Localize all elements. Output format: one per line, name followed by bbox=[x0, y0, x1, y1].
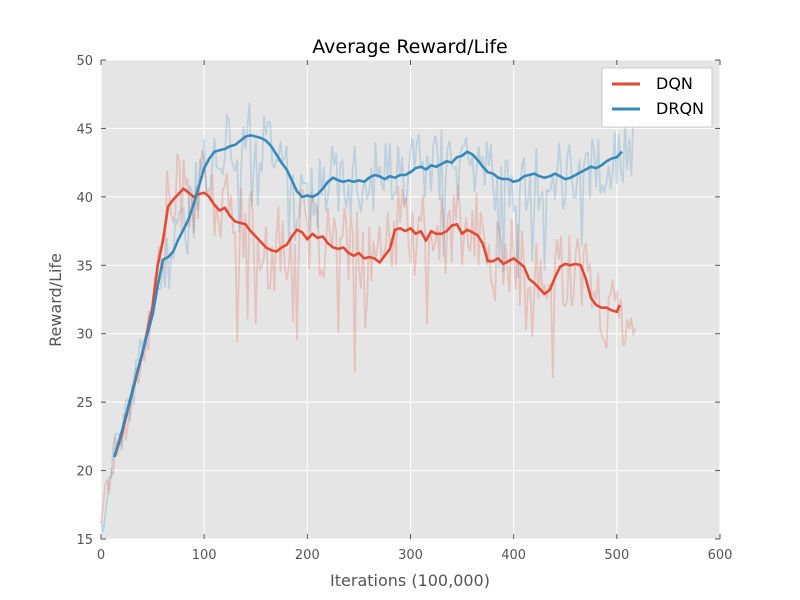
x-axis-label: Iterations (100,000) bbox=[330, 571, 490, 590]
series-line-drqn bbox=[113, 134, 623, 458]
y-tick-label: 25 bbox=[76, 396, 93, 411]
y-tick-label: 30 bbox=[76, 328, 93, 343]
series-line-dqn bbox=[113, 187, 622, 458]
legend-box bbox=[601, 67, 713, 128]
x-tick-label: 400 bbox=[501, 548, 526, 563]
y-tick-label: 20 bbox=[76, 465, 93, 480]
legend-label-drqn: DRQN bbox=[656, 99, 704, 118]
x-tick-labels: 0 100 200 300 400 500 600 bbox=[97, 548, 733, 563]
x-tick-label: 500 bbox=[604, 548, 629, 563]
x-tick-label: 0 bbox=[97, 548, 105, 563]
smoothed-series-group bbox=[113, 134, 623, 458]
y-tick-label: 35 bbox=[76, 259, 93, 274]
x-tick-label: 300 bbox=[398, 548, 423, 563]
raw-series-line-dqn bbox=[100, 149, 637, 524]
x-tick-label: 600 bbox=[708, 548, 733, 563]
chart-title: Average Reward/Life bbox=[312, 36, 507, 58]
x-tick-label: 100 bbox=[192, 548, 217, 563]
y-axis-label: Reward/Life bbox=[46, 253, 65, 347]
y-tick-label: 50 bbox=[76, 54, 93, 69]
raw-series-group bbox=[100, 102, 637, 533]
y-tick-label: 15 bbox=[76, 533, 93, 548]
legend: DQN DRQN bbox=[601, 67, 713, 128]
y-tick-label: 40 bbox=[76, 191, 93, 206]
y-tick-label: 45 bbox=[76, 122, 93, 137]
legend-label-dqn: DQN bbox=[656, 74, 693, 93]
y-tick-labels: 15 20 25 30 35 40 45 50 bbox=[76, 54, 93, 548]
raw-series-line-drqn bbox=[100, 102, 637, 533]
axis-ticks bbox=[100, 59, 721, 540]
x-tick-label: 200 bbox=[295, 548, 320, 563]
